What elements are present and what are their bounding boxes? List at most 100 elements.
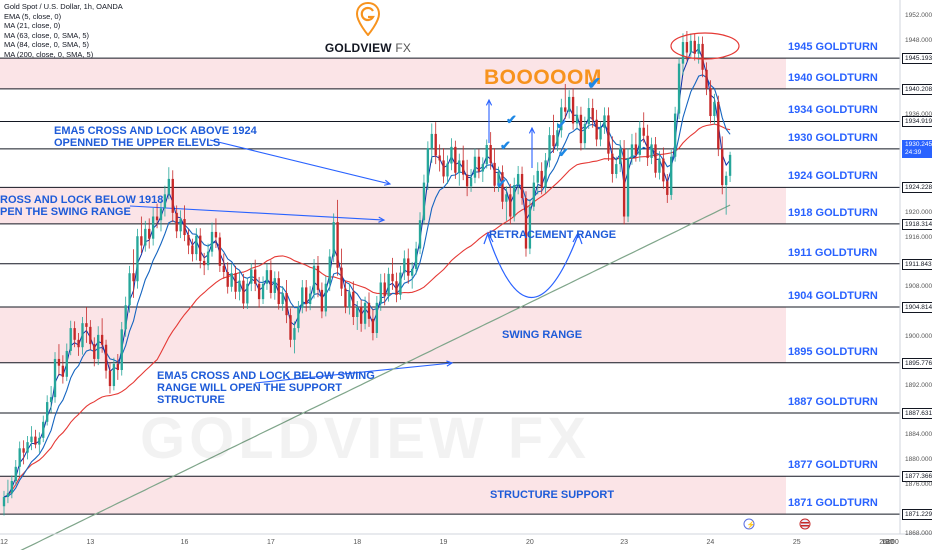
- candle-body: [348, 291, 351, 308]
- indicator-ema5[interactable]: EMA (5, close, 0): [4, 11, 62, 21]
- price-tick-label: 1952.000: [905, 12, 932, 20]
- candle-body: [340, 267, 343, 289]
- candle-body: [30, 436, 33, 443]
- zone-layer: [0, 58, 786, 515]
- candle-body: [363, 302, 367, 324]
- candle-body: [42, 421, 45, 438]
- candle-body: [163, 194, 167, 209]
- candle-body: [269, 270, 273, 293]
- level-label: 1934 GOLDTURN: [788, 104, 878, 117]
- ema5-upper-annotation: EMA5 CROSS AND LOCK ABOVE 1924 OPENNED T…: [54, 125, 257, 149]
- lightning-event-icon[interactable]: [743, 518, 755, 530]
- candle-body: [359, 307, 363, 324]
- candle-body: [528, 206, 532, 249]
- price-tick-label: 1868.000: [905, 530, 932, 537]
- candle-body: [611, 153, 614, 174]
- candle-body: [155, 216, 159, 221]
- price-tick-label: 1920.000: [905, 209, 932, 217]
- level-price-tag: 1945.193: [902, 53, 932, 65]
- us-flag-event-icon[interactable]: [799, 518, 811, 530]
- candle-body: [26, 442, 29, 453]
- candle-body: [234, 273, 237, 292]
- candle-body: [261, 283, 265, 300]
- candle-body: [571, 96, 575, 124]
- candle-body: [336, 222, 339, 268]
- candle-body: [705, 69, 708, 89]
- annotation-arrow: [209, 139, 391, 185]
- candle-body: [481, 164, 484, 172]
- annotation-arrowhead: [485, 98, 493, 106]
- level-price-tag: 1940.208: [902, 83, 932, 95]
- candle-body: [316, 265, 320, 290]
- swing-range-label: SWING RANGE: [502, 329, 583, 341]
- candle-body: [458, 160, 461, 173]
- support-open-annotation: EMA5 CROSS AND LOCK BELOW SWING RANGE WI…: [157, 370, 375, 406]
- level-price-tag: 1871.229: [902, 509, 932, 521]
- candle-body: [305, 287, 308, 305]
- candle-body: [57, 358, 61, 366]
- candle-body: [85, 323, 88, 327]
- candle-body: [367, 302, 371, 319]
- candle-body: [2, 497, 6, 507]
- candlesticks: [2, 30, 732, 516]
- candle-body: [18, 448, 21, 467]
- indicator-ma200[interactable]: MA (200, close, 0, SMA, 5): [4, 49, 94, 59]
- candle-body: [246, 283, 249, 304]
- checkmark-icon: ✔: [496, 176, 507, 191]
- level-price-tag: 1918.314: [902, 218, 932, 230]
- time-tick-label: 20: [526, 539, 534, 546]
- event-icons: ⚡: [743, 518, 811, 530]
- symbol-title[interactable]: Gold Spot / U.S. Dollar, 1h, OANDA: [4, 2, 123, 11]
- level-price-tag: 1895.776: [902, 357, 932, 369]
- candle-body: [579, 114, 583, 144]
- candle-body: [540, 170, 543, 188]
- candle-body: [693, 40, 696, 54]
- candle-body: [728, 154, 732, 176]
- candle-body: [285, 292, 288, 316]
- candle-body: [38, 437, 41, 445]
- swing-arrow-left-head: [483, 231, 494, 245]
- candle-body: [646, 135, 649, 158]
- candle-body: [214, 231, 218, 238]
- candle-body: [352, 291, 355, 318]
- candle-body: [210, 231, 214, 252]
- annotation-arrow: [254, 362, 453, 384]
- candle-body: [591, 108, 594, 120]
- price-tick-label: 1880.000: [905, 456, 932, 464]
- price-tick-label: 1884.000: [905, 431, 932, 439]
- candle-body: [399, 272, 402, 295]
- candle-body: [673, 113, 677, 157]
- candle-body: [477, 156, 481, 172]
- candle-body: [544, 160, 547, 188]
- candle-body: [654, 144, 657, 173]
- candle-body: [167, 178, 171, 195]
- level-label: 1895 GOLDTURN: [788, 345, 878, 358]
- candle-body: [650, 144, 653, 158]
- candle-body: [465, 174, 469, 187]
- price-tick-label: 1892.000: [905, 382, 932, 390]
- candle-body: [242, 280, 245, 304]
- candle-body: [151, 216, 155, 239]
- time-tick-label: 25: [792, 539, 801, 546]
- brand-name-suffix: FX: [395, 41, 412, 55]
- us-flag-stripe-icon: [801, 522, 809, 524]
- moving-average-lines: [3, 47, 731, 550]
- candle-body: [454, 146, 457, 173]
- candle-body: [713, 101, 716, 117]
- candle-body: [132, 273, 135, 282]
- candle-body: [328, 256, 331, 284]
- candle-body: [560, 107, 563, 131]
- candle-body: [685, 42, 689, 53]
- indicator-ma21[interactable]: MA (21, close, 0): [4, 21, 61, 31]
- indicator-ma63[interactable]: MA (63, close, 0, SMA, 5): [4, 30, 90, 40]
- checkmark-icon: ✔: [587, 74, 602, 93]
- candle-body: [387, 273, 390, 297]
- level-label: 1930 GOLDTURN: [788, 131, 878, 144]
- level-label: 1945 GOLDTURN: [788, 41, 878, 54]
- candle-body: [297, 307, 300, 329]
- candle-body: [438, 155, 441, 161]
- lightning-glyph-icon: ⚡: [747, 520, 756, 529]
- indicator-ma84[interactable]: MA (84, close, 0, SMA, 5): [4, 40, 90, 50]
- candle-body: [371, 318, 375, 334]
